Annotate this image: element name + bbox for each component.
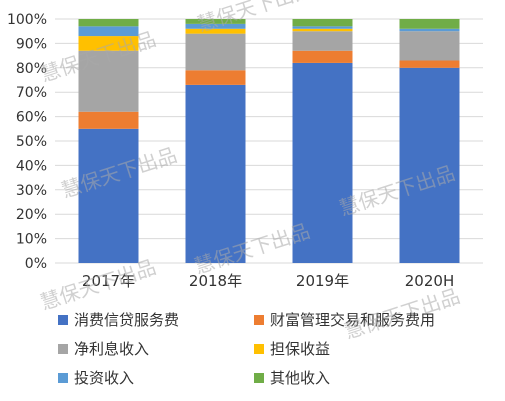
- legend-item-net-interest: 净利息收入: [58, 338, 149, 359]
- legend-swatch-consumer-credit: [58, 314, 68, 325]
- bar-segment: [78, 19, 139, 27]
- legend-label-wealth-management: 财富管理交易和服务费用: [270, 311, 436, 329]
- bar-segment: [292, 62, 353, 263]
- y-tick-label: 30%: [16, 183, 47, 199]
- bar-segment: [78, 36, 139, 51]
- bar-segment: [292, 19, 353, 27]
- y-tick-label: 80%: [16, 61, 47, 77]
- legend-swatch-net-interest: [58, 343, 68, 354]
- y-tick-label: 100%: [7, 12, 47, 28]
- x-tick-label: 2018年: [189, 272, 242, 290]
- x-tick-label: 2019年: [296, 272, 349, 290]
- bar-segment: [292, 28, 353, 32]
- bar-segment: [292, 26, 353, 29]
- bar-segment: [292, 31, 353, 51]
- y-tick-label: 0%: [25, 256, 47, 272]
- y-tick-label: 20%: [16, 207, 47, 223]
- bar-segment: [185, 84, 246, 263]
- legend-item-investment: 投资收入: [58, 367, 134, 388]
- y-tick-label: 70%: [16, 85, 47, 101]
- bar-segment: [399, 19, 460, 29]
- legend-swatch-guarantee: [254, 343, 264, 354]
- bar-segment: [399, 31, 460, 61]
- legend-label-investment: 投资收入: [74, 369, 135, 387]
- legend-item-consumer-credit: 消费信贷服务费: [58, 309, 179, 330]
- legend-item-wealth-management: 财富管理交易和服务费用: [254, 309, 435, 330]
- bar-segment: [399, 60, 460, 68]
- bar-segment: [185, 23, 246, 29]
- x-tick-label: 2020H: [405, 272, 454, 290]
- y-tick-label: 10%: [16, 232, 47, 248]
- legend-swatch-investment: [58, 372, 68, 383]
- bar-segment: [185, 19, 246, 24]
- bar-segment: [185, 33, 246, 71]
- y-tick-label: 50%: [16, 134, 47, 150]
- bar-segment: [399, 28, 460, 32]
- legend-label-other: 其他收入: [270, 369, 331, 387]
- bar-segment: [78, 128, 139, 263]
- legend-item-guarantee: 担保收益: [254, 338, 330, 359]
- legend-label-net-interest: 净利息收入: [74, 340, 150, 358]
- y-tick-label: 90%: [16, 36, 47, 52]
- y-tick-label: 60%: [16, 110, 47, 126]
- legend-swatch-wealth-management: [254, 314, 264, 325]
- bar-segment: [292, 50, 353, 63]
- bar-segment: [78, 50, 139, 112]
- legend-swatch-other: [254, 372, 264, 383]
- x-tick-label: 2017年: [82, 272, 135, 290]
- legend-label-consumer-credit: 消费信贷服务费: [74, 311, 180, 329]
- legend-label-guarantee: 担保收益: [270, 340, 331, 358]
- y-tick-label: 40%: [16, 158, 47, 174]
- bar-segment: [78, 26, 139, 37]
- legend-item-other: 其他收入: [254, 367, 330, 388]
- bar-segment: [78, 111, 139, 129]
- bar-segment: [399, 67, 460, 263]
- bar-segment: [185, 28, 246, 34]
- bar-segment: [185, 70, 246, 85]
